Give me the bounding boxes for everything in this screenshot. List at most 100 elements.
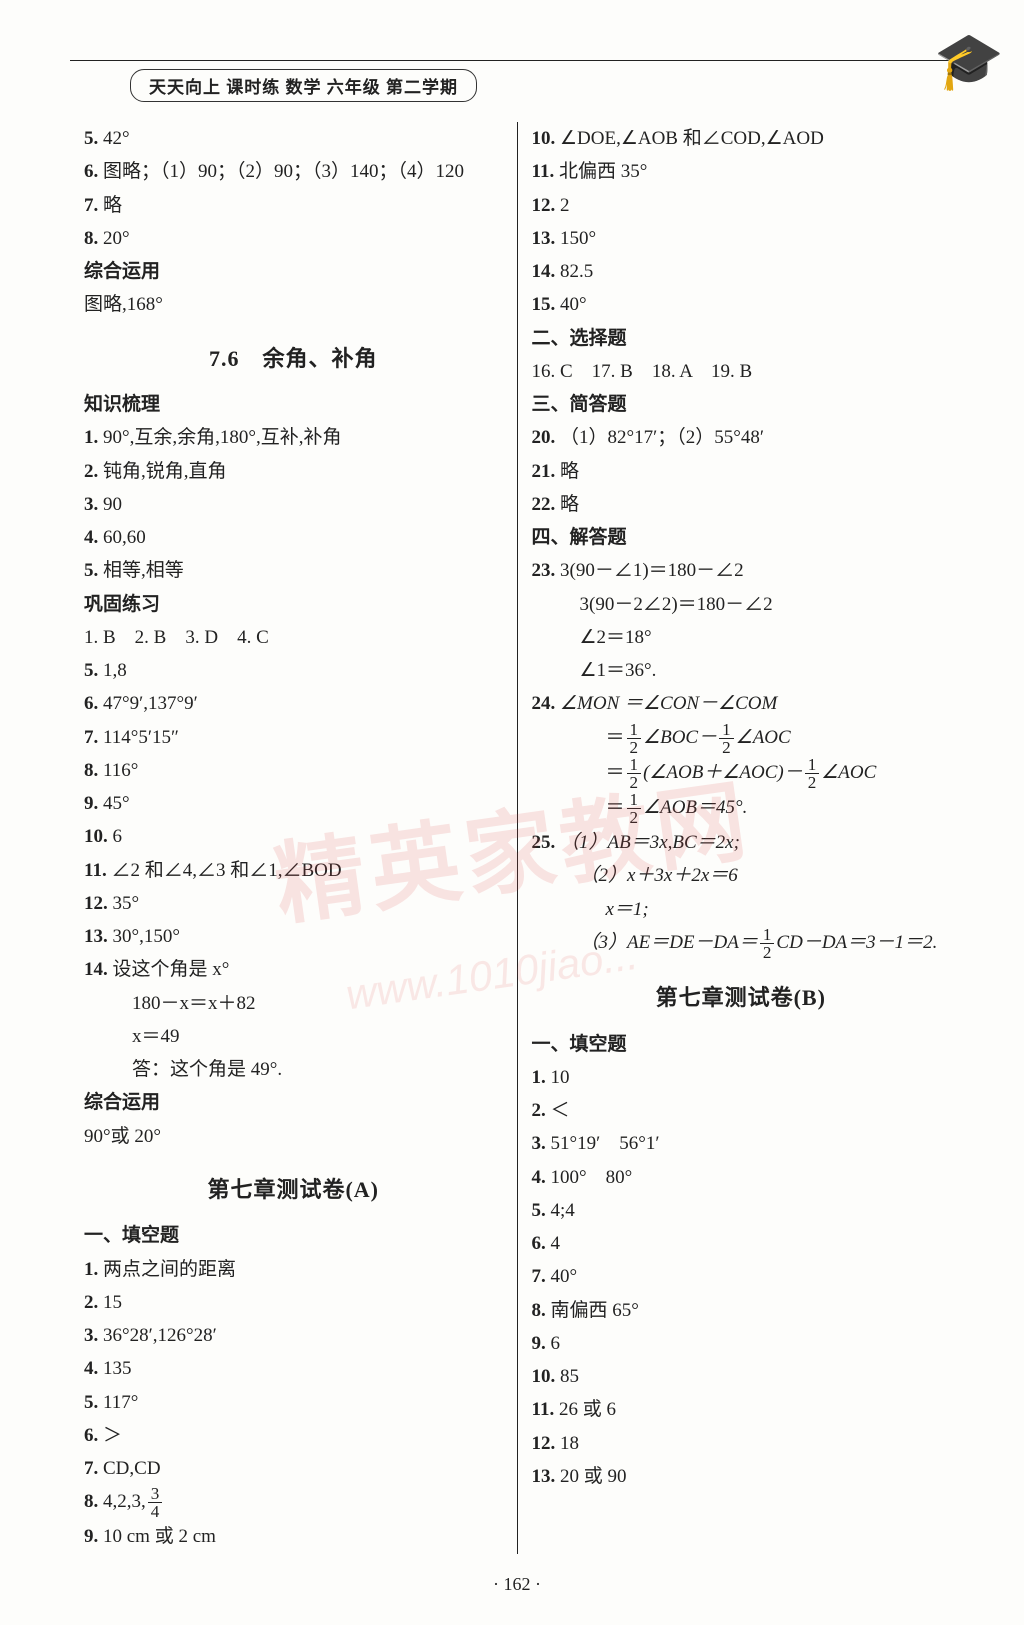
item-text: 两点之间的距离 bbox=[103, 1259, 236, 1280]
item-num: 10. bbox=[532, 128, 561, 149]
item-text: 51°19′ 56°1′ bbox=[551, 1133, 660, 1154]
item-text: 26 或 6 bbox=[559, 1399, 616, 1420]
answer-row: 5. 117° bbox=[84, 1386, 503, 1419]
item-num: 5. bbox=[84, 128, 103, 149]
answer-row: 16. C 17. B 18. A 19. B bbox=[532, 355, 951, 388]
item-text: 114°5′15″ bbox=[103, 727, 179, 748]
fraction: 12 bbox=[719, 721, 734, 756]
item-text: 42° bbox=[103, 128, 130, 149]
item-text: 40° bbox=[551, 1266, 578, 1287]
item-num: 1. bbox=[84, 1259, 103, 1280]
answer-row: 6. ＞ bbox=[84, 1419, 503, 1452]
item-num: 23. bbox=[532, 560, 556, 581]
item-num: 2. bbox=[84, 1292, 103, 1313]
heading: 综合运用 bbox=[84, 1086, 503, 1119]
work-line: ∠2＝18° bbox=[532, 621, 951, 654]
item-num: 4. bbox=[84, 527, 103, 548]
answer-row: 1. B 2. B 3. D 4. C bbox=[84, 621, 503, 654]
work-line: ＝12∠AOB＝45°. bbox=[532, 791, 951, 826]
heading: 综合运用 bbox=[84, 255, 503, 288]
item-num: 1. bbox=[532, 1067, 551, 1088]
item-num: 14. bbox=[84, 959, 108, 980]
work-line: ＝12∠BOC－12∠AOC bbox=[532, 721, 951, 756]
item-text: 150° bbox=[560, 228, 596, 249]
item-text: 2 bbox=[560, 195, 570, 216]
item-text: 略 bbox=[560, 494, 579, 515]
item-text: ∠MON ＝∠CON－∠COM bbox=[560, 693, 777, 714]
item-text: （1）AB＝3x,BC＝2x; bbox=[560, 832, 740, 853]
item-text: 1,8 bbox=[103, 660, 127, 681]
item-num: 15. bbox=[532, 294, 561, 315]
item-num: 7. bbox=[84, 727, 103, 748]
item-text: 100° 80° bbox=[551, 1167, 633, 1188]
heading: 巩固练习 bbox=[84, 588, 503, 621]
item-text: 135 bbox=[103, 1358, 132, 1379]
item-text: 4,2,3, bbox=[103, 1491, 146, 1512]
item-num: 5. bbox=[84, 1392, 103, 1413]
item-text: ＞ bbox=[103, 1425, 122, 1446]
item-num: 7. bbox=[532, 1266, 551, 1287]
answer-row: 6. 4 bbox=[532, 1227, 951, 1260]
item-text: 45° bbox=[103, 793, 130, 814]
item-text: 略 bbox=[560, 461, 579, 482]
cap-icon: 🎓 bbox=[934, 28, 1004, 94]
fraction: 12 bbox=[627, 791, 642, 826]
answer-row: 9. 6 bbox=[532, 1327, 951, 1360]
item-text: CD,CD bbox=[103, 1458, 161, 1479]
item-text: 15 bbox=[103, 1292, 122, 1313]
answer-row: 5. 相等,相等 bbox=[84, 554, 503, 587]
answer-row: 1. 两点之间的距离 bbox=[84, 1253, 503, 1286]
item-num: 9. bbox=[84, 793, 103, 814]
item-num: 2. bbox=[532, 1100, 551, 1121]
answer-row: 7. 略 bbox=[84, 189, 503, 222]
item-text: 6 bbox=[551, 1333, 561, 1354]
work-line: （3）AE＝DE－DA＝12CD－DA＝3－1＝2. bbox=[532, 926, 951, 961]
fraction: 12 bbox=[627, 721, 642, 756]
item-text: 40° bbox=[560, 294, 587, 315]
item-num: 3. bbox=[532, 1133, 551, 1154]
item-text: （1）82°17′；（2）55°48′ bbox=[560, 427, 764, 448]
item-num: 20. bbox=[532, 427, 556, 448]
item-text: 图略；（1）90；（2）90；（3）140；（4）120 bbox=[103, 161, 464, 182]
item-num: 6. bbox=[84, 693, 103, 714]
section-title: 第七章测试卷(A) bbox=[84, 1171, 503, 1210]
item-num: 3. bbox=[84, 494, 103, 515]
left-column: 5. 42° 6. 图略；（1）90；（2）90；（3）140；（4）120 7. … bbox=[70, 122, 518, 1554]
right-column: 10. ∠DOE,∠AOB 和∠COD,∠AOD11. 北偏西 35°12. 2… bbox=[518, 122, 965, 1554]
item-num: 4. bbox=[532, 1167, 551, 1188]
item-num: 8. bbox=[84, 228, 103, 249]
item-text: 20° bbox=[103, 228, 130, 249]
answer-row: 4. 60,60 bbox=[84, 521, 503, 554]
item-num: 21. bbox=[532, 461, 556, 482]
item-text: 36°28′,126°28′ bbox=[103, 1325, 217, 1346]
item-num: 7. bbox=[84, 195, 103, 216]
item-num: 6. bbox=[532, 1233, 551, 1254]
work-line: 180－x＝x＋82 bbox=[84, 987, 503, 1020]
answer-row: 13. 150° bbox=[532, 222, 951, 255]
item-num: 9. bbox=[532, 1333, 551, 1354]
answer-row: 9. 45° bbox=[84, 787, 503, 820]
answer-row: 3. 51°19′ 56°1′ bbox=[532, 1127, 951, 1160]
answer-row: 7. 114°5′15″ bbox=[84, 721, 503, 754]
answer-row: 9. 10 cm 或 2 cm bbox=[84, 1520, 503, 1553]
answer-row: 13. 20 或 90 bbox=[532, 1460, 951, 1493]
item-text: 30°,150° bbox=[113, 926, 180, 947]
answer-row: 8. 南偏西 65° bbox=[532, 1294, 951, 1327]
work-line: 答：这个角是 49°. bbox=[84, 1053, 503, 1086]
answer-row: 4. 135 bbox=[84, 1352, 503, 1385]
item-text: 6 bbox=[113, 826, 123, 847]
page: 🎓 天天向上 课时练 数学 六年级 第二学期 精英家教网 www.1010jia… bbox=[0, 0, 1024, 1625]
item-num: 5. bbox=[84, 560, 103, 581]
answer-row: 6. 47°9′,137°9′ bbox=[84, 687, 503, 720]
item-text: 20 或 90 bbox=[560, 1466, 627, 1487]
page-header: 天天向上 课时练 数学 六年级 第二学期 bbox=[130, 69, 477, 102]
work-line: 3(90－2∠2)＝180－∠2 bbox=[532, 588, 951, 621]
item-num: 10. bbox=[532, 1366, 561, 1387]
item-num: 5. bbox=[84, 660, 103, 681]
work-line: x＝1; bbox=[532, 893, 951, 926]
answer-row: 10. 6 bbox=[84, 820, 503, 853]
answer-row: 13. 30°,150° bbox=[84, 920, 503, 953]
item-num: 12. bbox=[532, 1433, 561, 1454]
item-num: 12. bbox=[84, 893, 113, 914]
work-line: （2）x＋3x＋2x＝6 bbox=[532, 859, 951, 892]
